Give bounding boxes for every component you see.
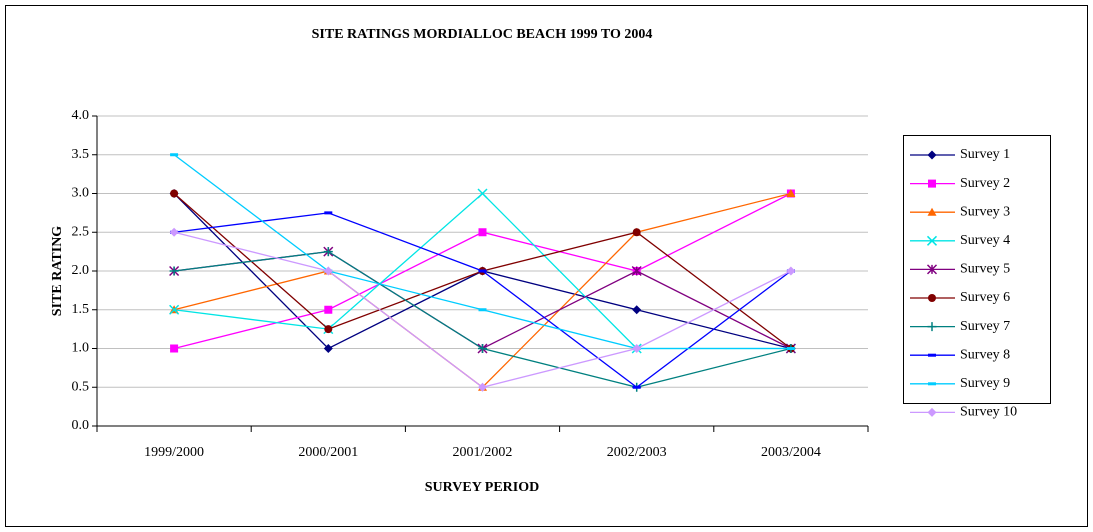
data-point	[324, 305, 333, 314]
data-point	[478, 344, 487, 353]
legend-marker	[926, 235, 938, 246]
data-point	[477, 188, 488, 199]
data-point	[478, 228, 487, 237]
data-point	[169, 304, 180, 315]
data-point	[632, 228, 641, 237]
legend-marker	[928, 179, 936, 188]
legend-marker	[927, 407, 937, 417]
legend-label: Survey 5	[960, 262, 1010, 277]
legend-label: Survey 7	[960, 319, 1010, 334]
data-point	[169, 266, 179, 276]
data-point	[478, 382, 487, 392]
y-tick-label: 3.0	[72, 186, 90, 201]
x-tick-label: 2002/2003	[607, 445, 667, 460]
y-tick-label: 0.5	[72, 379, 90, 394]
x-tick-label: 2003/2004	[761, 445, 821, 460]
legend-label: Survey 6	[960, 290, 1010, 305]
x-tick-label: 2000/2001	[298, 445, 358, 460]
data-point	[632, 344, 642, 353]
data-point	[786, 189, 796, 197]
legend-marker	[928, 353, 936, 357]
data-point	[323, 344, 333, 353]
legend-label: Survey 3	[960, 204, 1010, 219]
y-tick-label: 4.0	[72, 108, 90, 123]
data-point	[632, 385, 641, 389]
legend-label: Survey 9	[960, 376, 1010, 391]
data-point	[169, 227, 179, 237]
legend-label: Survey 8	[960, 347, 1010, 362]
data-point	[478, 269, 487, 273]
y-axis-label: SITE RATING	[50, 226, 65, 316]
data-point	[323, 247, 333, 257]
data-point	[786, 347, 795, 350]
x-tick-label: 2001/2002	[453, 445, 513, 460]
legend-label: Survey 1	[960, 147, 1010, 162]
legend-marker	[928, 382, 936, 386]
data-point	[631, 265, 642, 277]
data-point	[324, 325, 333, 334]
y-tick-label: 3.5	[72, 147, 90, 162]
y-tick-label: 2.5	[72, 224, 90, 239]
data-point	[170, 189, 179, 198]
legend-marker	[927, 322, 937, 332]
data-point	[323, 266, 333, 276]
legend-marker	[926, 264, 938, 275]
legend-label: Survey 4	[960, 233, 1010, 248]
data-point	[324, 211, 333, 215]
data-point	[170, 153, 179, 157]
x-tick-label: 1999/2000	[144, 445, 204, 460]
legend-marker	[927, 207, 937, 216]
data-point	[786, 266, 796, 276]
y-tick-label: 1.0	[72, 341, 90, 356]
data-point	[170, 344, 179, 353]
chart-title: SITE RATINGS MORDIALLOC BEACH 1999 TO 20…	[312, 27, 653, 42]
data-point	[632, 305, 642, 315]
data-point	[478, 308, 487, 312]
legend-label: Survey 10	[960, 405, 1017, 420]
y-tick-label: 2.0	[72, 263, 90, 278]
legend-label: Survey 2	[960, 176, 1010, 191]
y-tick-label: 0.0	[72, 418, 90, 433]
x-axis-label: SURVEY PERIOD	[425, 480, 540, 495]
y-tick-label: 1.5	[72, 302, 90, 317]
legend-marker	[927, 150, 937, 160]
legend-marker	[928, 294, 936, 302]
